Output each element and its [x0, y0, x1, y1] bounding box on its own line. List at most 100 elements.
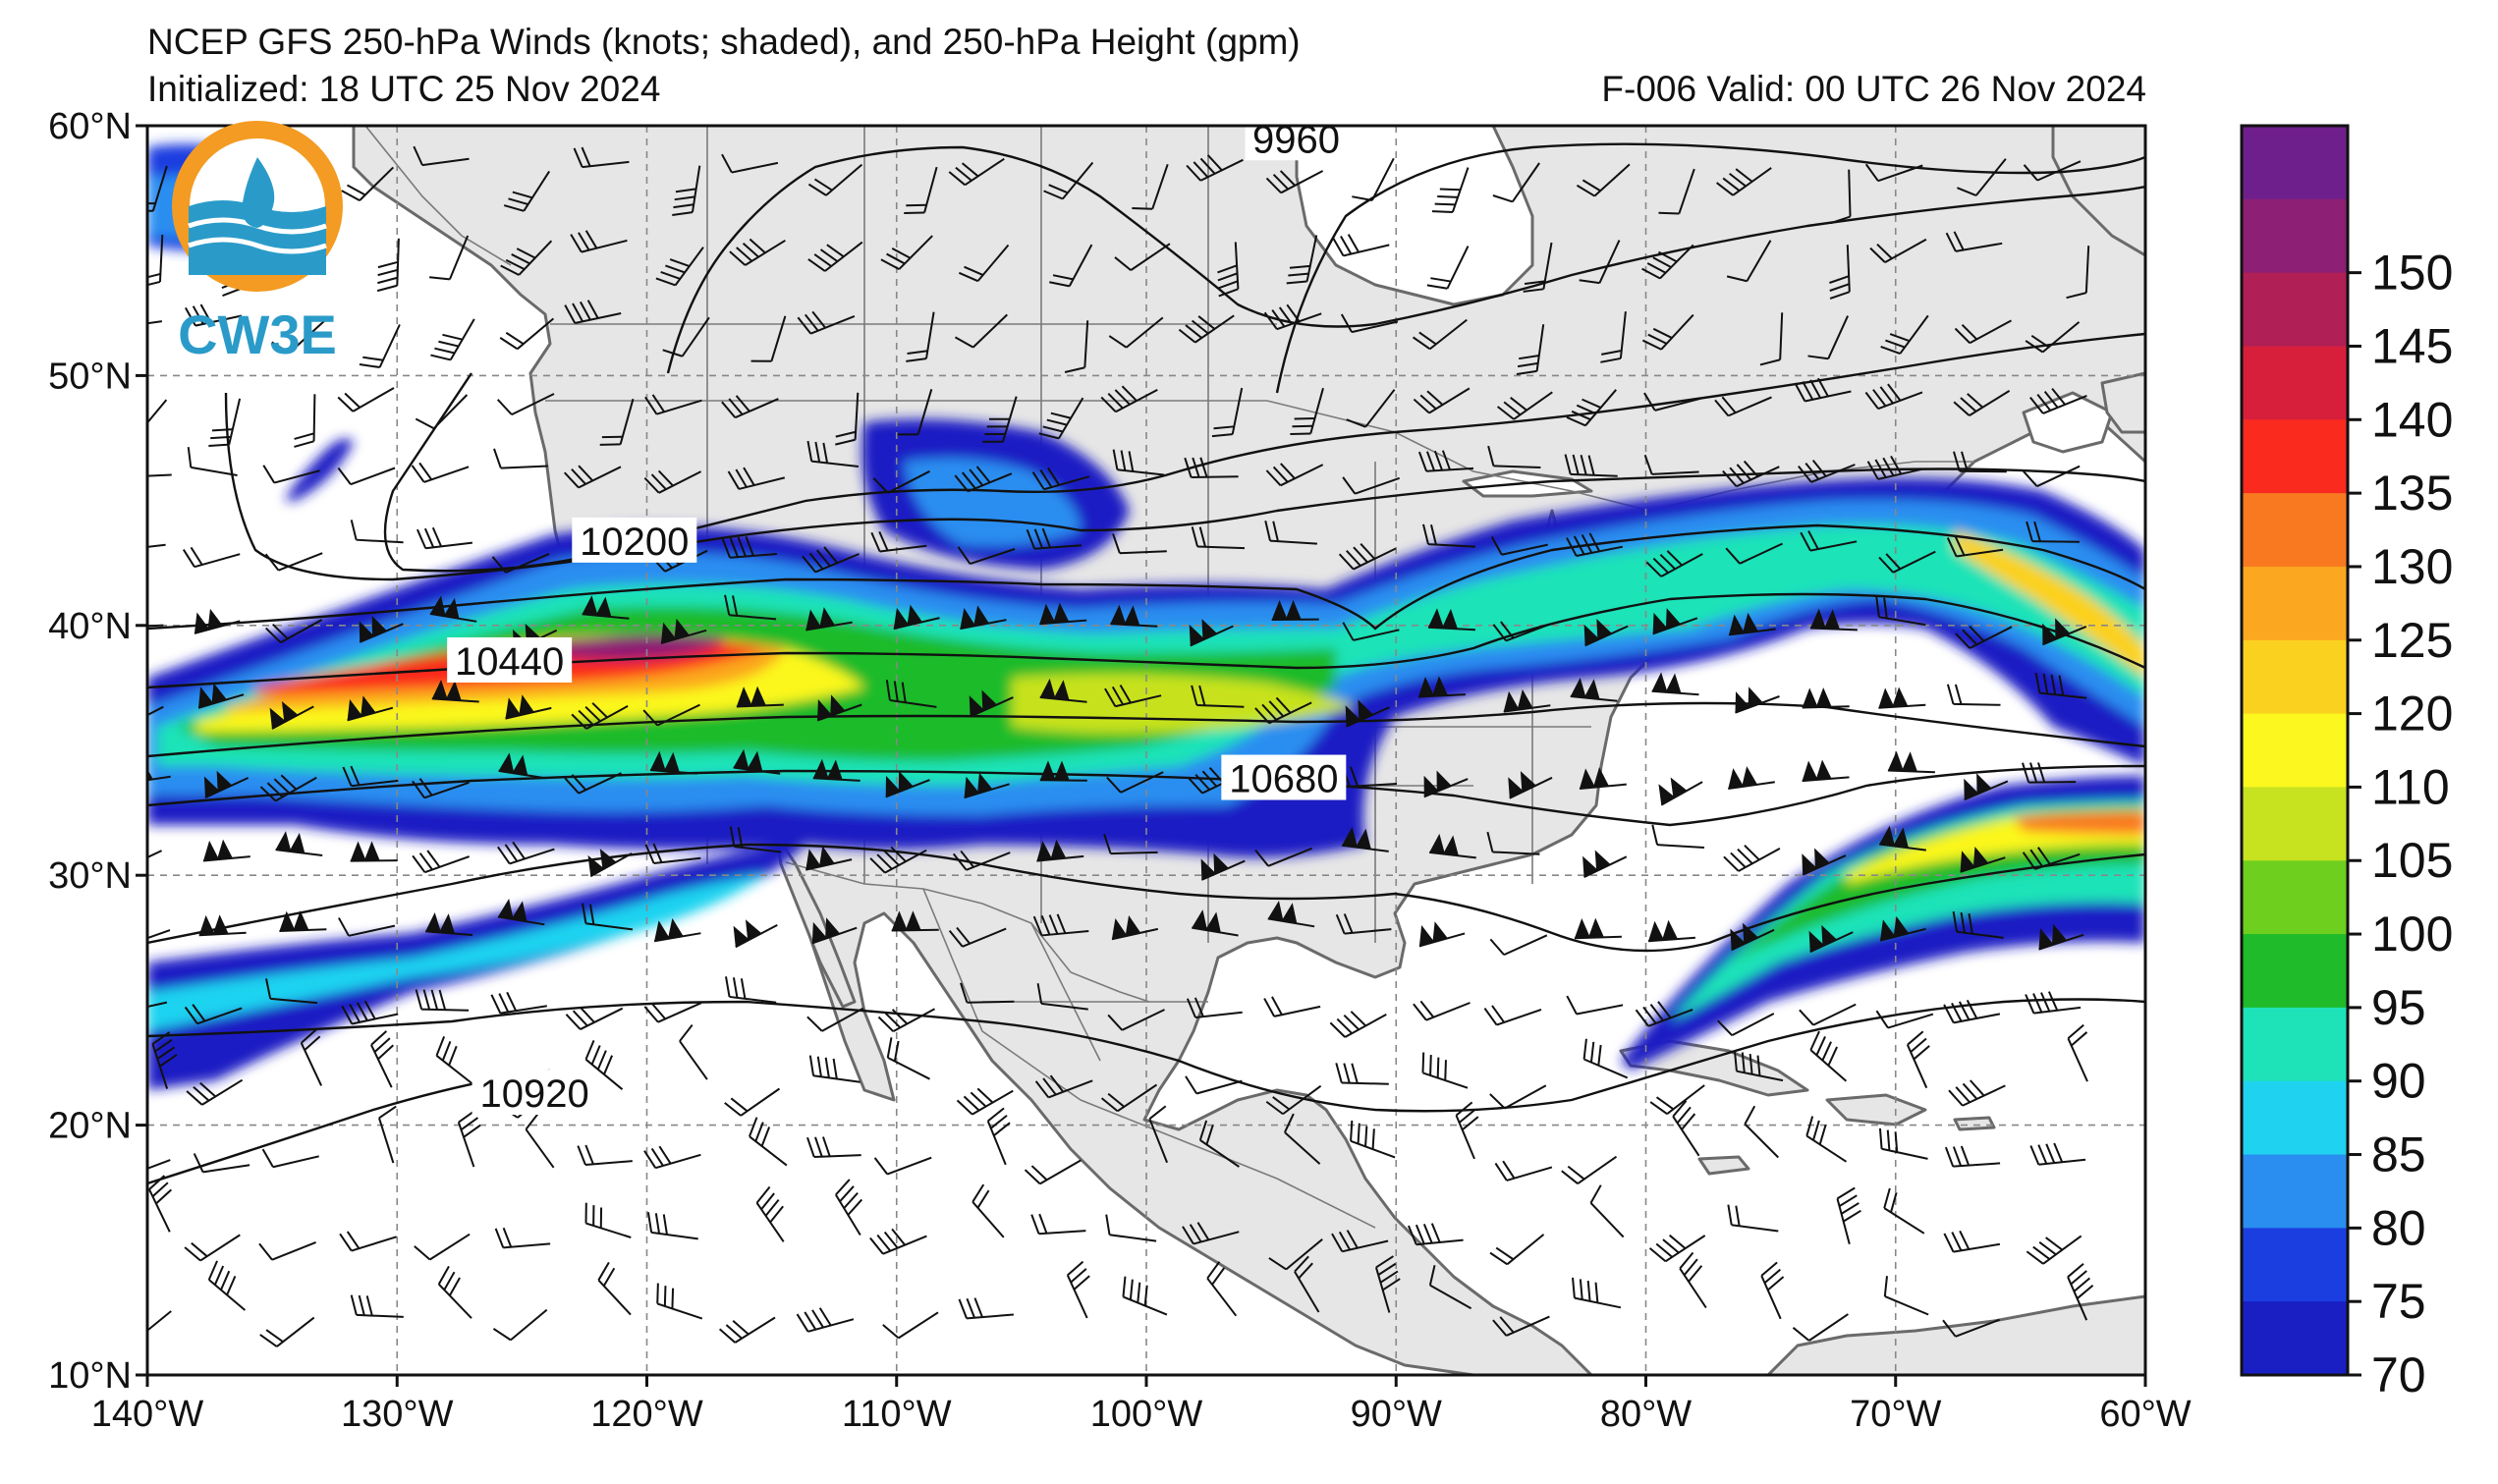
wind-barb — [718, 1316, 776, 1344]
wind-barb — [1672, 1100, 1700, 1157]
wind-barb — [497, 899, 545, 926]
wind-barb — [577, 1144, 633, 1167]
wind-barb — [1428, 1265, 1472, 1310]
wind-barb — [1809, 608, 1858, 632]
wind-barb — [376, 238, 400, 293]
wind-barb — [198, 914, 247, 937]
wind-barb — [643, 1002, 702, 1023]
wind-barb — [411, 462, 470, 483]
wind-barb — [2022, 465, 2081, 488]
wind-barb — [1508, 771, 1553, 799]
wind-barb — [948, 926, 1007, 948]
wind-barb — [584, 1040, 624, 1090]
wind-barb — [1727, 1204, 1779, 1233]
colorbar-segment — [2242, 1007, 2348, 1082]
wind-barb — [584, 1202, 632, 1238]
wind-barb — [147, 624, 164, 630]
wind-barb — [147, 850, 163, 872]
wind-barb — [2029, 1142, 2086, 1166]
wind-barb — [1960, 847, 2006, 873]
colorbar-tick-label: 120 — [2371, 687, 2453, 742]
wind-barb — [2025, 321, 2081, 354]
wind-barb — [807, 241, 863, 272]
colorbar-segment — [2242, 860, 2348, 935]
map-axes: 140°W 130°W 120°W 110°W 100°W 90°W 80°W 70°W 60°… — [48, 106, 2192, 1435]
wind-barb — [378, 1105, 397, 1164]
wind-barb — [412, 778, 470, 799]
wind-barb — [885, 680, 937, 708]
wind-barb — [1798, 459, 1856, 483]
wind-barb — [184, 1004, 243, 1025]
wind-barb — [1648, 1234, 1706, 1263]
wind-barb — [300, 1028, 323, 1086]
wind-barb — [1265, 463, 1324, 487]
wind-barb — [1148, 1105, 1169, 1164]
wind-barb — [1032, 913, 1089, 937]
contour-north-2 — [383, 332, 2145, 573]
wind-barb — [1417, 676, 1466, 698]
wind-barb — [660, 618, 707, 644]
wind-barb — [1946, 684, 2001, 706]
wind-barb — [2038, 923, 2084, 951]
mexico-state-borders — [922, 888, 1376, 1229]
lat-tick-label: 40°N — [48, 606, 132, 647]
wind-barb — [147, 760, 171, 785]
wind-barb — [347, 695, 394, 722]
wind-barb — [500, 240, 553, 276]
wind-barb — [563, 465, 622, 489]
wind-barb — [1944, 1145, 2001, 1168]
wind-barb — [1658, 777, 1703, 806]
wind-barb — [497, 841, 555, 865]
wind-barb — [1107, 1009, 1165, 1031]
wind-barb — [1186, 154, 1244, 182]
wind-barb — [1191, 526, 1246, 550]
wind-barb — [1342, 622, 1400, 641]
wind-barb — [1566, 532, 1623, 558]
wind-barb — [147, 705, 164, 730]
wind-barb — [1264, 521, 1317, 545]
wind-barb — [1579, 240, 1621, 285]
wind-barb — [1641, 244, 1694, 280]
wind-barb — [644, 394, 702, 415]
puerto-rico-land — [1953, 1116, 1996, 1131]
wind-barb — [1186, 997, 1243, 1018]
colorbar-tick-label: 100 — [2371, 907, 2453, 962]
wind-barb — [1866, 455, 1924, 480]
colorbar-frame — [2240, 124, 2350, 1377]
wind-barb — [565, 1006, 624, 1030]
contour-label: 9960 — [1252, 118, 1340, 161]
wind-barb — [494, 1227, 551, 1249]
gulf-st-lawrence-water — [2022, 391, 2114, 454]
wind-barb — [1725, 542, 1784, 565]
wind-barb — [1722, 460, 1780, 488]
wind-barb — [341, 166, 395, 201]
wind-barb — [416, 526, 473, 550]
wind-barb — [1759, 312, 1784, 366]
wind-barb — [2022, 847, 2081, 870]
wind-barb — [1945, 231, 2003, 252]
wind-barb — [812, 758, 860, 782]
wind-barb — [643, 1145, 701, 1170]
lon-tick-label: 120°W — [590, 1394, 703, 1435]
wind-barb — [186, 1078, 244, 1106]
wind-barb — [960, 982, 1015, 1004]
wind-barb — [503, 170, 551, 212]
figure-title: NCEP GFS 250-hPa Winds (knots; shaded), … — [147, 22, 1301, 62]
wind-barb — [564, 300, 622, 324]
wind-barb — [582, 903, 634, 931]
wind-barb — [2029, 388, 2087, 414]
wind-barb — [1641, 313, 1694, 351]
wind-barb — [971, 1183, 1005, 1238]
cuba-land — [1619, 1039, 1809, 1097]
height-contour-labels: 9960 10200 10440 10680 10920 — [447, 118, 1348, 1116]
wind-barb — [1503, 688, 1551, 713]
wind-barb — [341, 1000, 399, 1025]
wind-barb — [806, 1007, 864, 1032]
contour-label-bg — [572, 517, 697, 563]
colorbar-tick-label: 110 — [2371, 759, 2450, 814]
jet-west-150kt — [550, 634, 727, 660]
wind-barb — [1345, 699, 1390, 728]
wind-barb — [1645, 550, 1703, 577]
wind-barb — [1284, 1113, 1321, 1165]
wind-barb — [2026, 521, 2080, 543]
